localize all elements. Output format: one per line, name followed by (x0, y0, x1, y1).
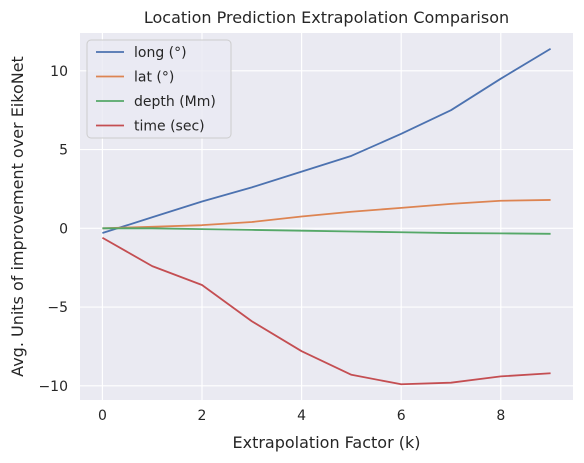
legend-box (86, 39, 232, 139)
y-axis-label: Avg. Units of improvement over EikoNet (8, 56, 27, 377)
series-line-3 (101, 236, 551, 386)
legend-label: depth (Mm) (134, 94, 216, 110)
x-tick-label: 4 (297, 408, 306, 424)
y-tick-label: 5 (59, 143, 68, 159)
legend-label: lat (°) (134, 70, 174, 86)
x-tick-label: 0 (98, 408, 107, 424)
legend-label: long (°) (134, 45, 187, 61)
y-tick-label: −10 (38, 379, 68, 395)
x-tick-label: 8 (496, 408, 505, 424)
legend-label: time (sec) (134, 119, 205, 135)
series-line-1 (102, 199, 551, 230)
y-tick-labels: −10 −5 0 5 10 (38, 64, 68, 395)
y-tick-label: −5 (47, 300, 68, 316)
series-line-2 (102, 227, 551, 235)
x-tick-label: 2 (198, 408, 207, 424)
legend: long (°) lat (°) depth (Mm) time (sec) (86, 39, 232, 139)
x-tick-labels: 0 2 4 6 8 (98, 408, 505, 424)
y-tick-label: 0 (59, 221, 68, 237)
x-tick-label: 6 (397, 408, 406, 424)
series-line-0 (102, 47, 552, 234)
x-axis-label: Extrapolation Factor (k) (233, 433, 421, 452)
chart-title: Location Prediction Extrapolation Compar… (144, 8, 509, 27)
series-lines (101, 47, 552, 386)
y-tick-label: 10 (50, 64, 68, 80)
